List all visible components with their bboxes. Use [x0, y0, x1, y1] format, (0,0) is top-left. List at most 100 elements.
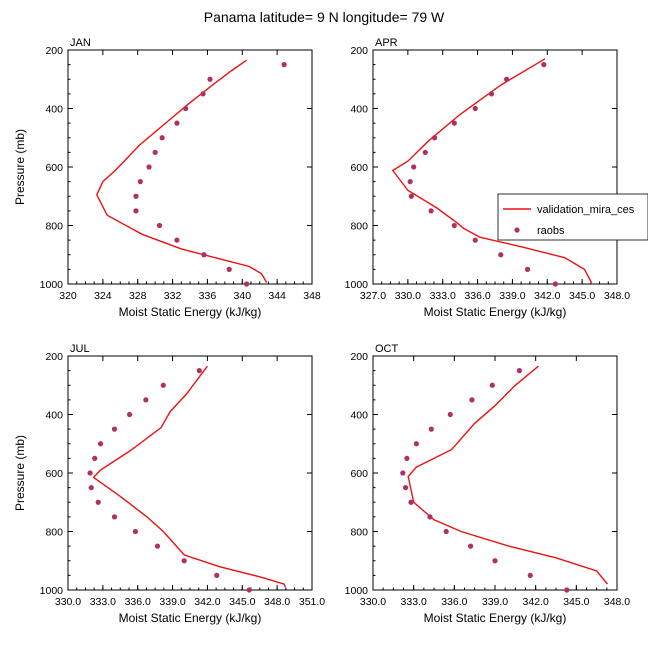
raobs-point — [111, 426, 118, 432]
x-tick-label: 336.0 — [441, 596, 467, 608]
series-line-validation — [407, 365, 609, 585]
raobs-point — [469, 397, 475, 403]
x-tick-label: 345.0 — [229, 596, 255, 608]
y-tick-label: 400 — [45, 104, 63, 116]
raobs-point — [411, 164, 417, 170]
y-tick-label: 1000 — [345, 279, 369, 291]
y-tick-label: 400 — [350, 104, 368, 116]
raobs-point — [159, 135, 165, 141]
x-tick-label: 333.0 — [430, 290, 456, 302]
x-tick-label: 351.0 — [299, 596, 325, 608]
x-tick-label: 339.0 — [482, 596, 508, 608]
raobs-point — [143, 397, 149, 403]
raobs-point — [174, 237, 180, 243]
raobs-point — [492, 558, 498, 564]
raobs-point — [504, 76, 510, 82]
y-tick-label: 400 — [45, 410, 63, 422]
raobs-point — [447, 411, 453, 418]
plot-frame — [67, 49, 313, 285]
raobs-point — [156, 222, 163, 229]
x-tick-label: 345.0 — [563, 596, 589, 608]
y-tick-label: 600 — [45, 162, 63, 174]
raobs-point — [88, 485, 94, 491]
panel-oct: 330.0 333.0 336.0 339.0 342.0 345.0 348.0 200 40… — [345, 343, 631, 625]
y-tick-label: 800 — [45, 527, 63, 539]
x-tick-label: 330.0 — [360, 596, 386, 608]
legend-label-validation: validation_mira_ces — [537, 204, 635, 216]
x-tick-label: 336.0 — [125, 596, 151, 608]
series-line-validation — [92, 365, 286, 588]
panel-jul: 330.0 333.0 336.0 339.0 342.0 345.0 348.0 351.0… — [13, 343, 325, 625]
raobs-point — [516, 368, 523, 374]
raobs-point — [400, 470, 406, 476]
raobs-point — [408, 499, 414, 505]
raobs-point — [133, 208, 139, 214]
x-tick-label: 333.0 — [90, 596, 116, 608]
y-tick-label: 200 — [350, 45, 368, 57]
raobs-point — [146, 164, 152, 170]
y-tick-label: 1000 — [40, 279, 64, 291]
raobs-point — [404, 455, 410, 461]
raobs-point — [468, 543, 474, 549]
raobs-point — [281, 62, 287, 68]
y-tick-label: 1000 — [345, 585, 369, 597]
raobs-point — [428, 208, 434, 214]
raobs-point — [200, 91, 206, 97]
x-axis-label: Moist Static Energy (kJ/kg) — [424, 611, 567, 625]
raobs-point — [427, 514, 433, 520]
raobs-point — [431, 135, 438, 141]
raobs-point — [97, 441, 104, 447]
y-tick-label: 1000 — [40, 585, 64, 597]
y-tick-label: 800 — [350, 527, 368, 539]
x-tick-label: 339.0 — [499, 290, 525, 302]
panel-title: OCT — [375, 343, 399, 355]
y-tick-label: 200 — [45, 351, 63, 363]
raobs-point — [92, 455, 98, 461]
x-tick-label: 333.0 — [401, 596, 427, 608]
raobs-point — [472, 105, 478, 112]
x-tick-label: 340 — [234, 290, 252, 302]
x-tick-label: 330.0 — [55, 596, 81, 608]
x-axis-label: Moist Static Energy (kJ/kg) — [119, 305, 262, 319]
raobs-point — [154, 543, 161, 549]
raobs-point — [214, 572, 220, 578]
legend-marker-swatch — [514, 227, 520, 233]
raobs-point — [111, 514, 118, 520]
y-tick-label: 600 — [350, 162, 368, 174]
raobs-point — [95, 499, 101, 505]
raobs-point — [137, 179, 143, 185]
panel-title: APR — [375, 37, 398, 49]
y-tick-label: 400 — [350, 410, 368, 422]
x-tick-label: 344 — [268, 290, 286, 302]
y-tick-label: 200 — [350, 351, 368, 363]
raobs-point — [472, 237, 478, 243]
plot-frame — [67, 355, 313, 591]
x-tick-label: 327.0 — [360, 290, 386, 302]
legend-box — [497, 193, 648, 241]
x-tick-label: 339.0 — [159, 596, 185, 608]
x-tick-label: 320 — [59, 290, 77, 302]
plot-frame — [372, 355, 618, 591]
raobs-point — [541, 62, 547, 68]
x-tick-label: 336 — [199, 290, 217, 302]
raobs-point — [488, 91, 495, 97]
y-tick-label: 200 — [45, 45, 63, 57]
x-tick-label: 342.0 — [534, 290, 560, 302]
raobs-point — [226, 266, 232, 272]
legend-label-raobs: raobs — [537, 225, 565, 237]
raobs-point — [196, 368, 202, 374]
y-tick-label: 800 — [350, 221, 368, 233]
y-axis-label: Pressure (mb) — [13, 129, 27, 205]
panel-title: JAN — [70, 37, 91, 49]
raobs-point — [451, 222, 457, 229]
raobs-point — [133, 193, 139, 199]
raobs-point — [244, 281, 250, 287]
raobs-point — [181, 558, 187, 564]
raobs-point — [552, 281, 559, 287]
raobs-point — [183, 105, 189, 112]
x-tick-label: 324 — [94, 290, 112, 302]
x-tick-label: 336.0 — [464, 290, 490, 302]
raobs-point — [207, 76, 213, 82]
raobs-point — [524, 266, 531, 272]
